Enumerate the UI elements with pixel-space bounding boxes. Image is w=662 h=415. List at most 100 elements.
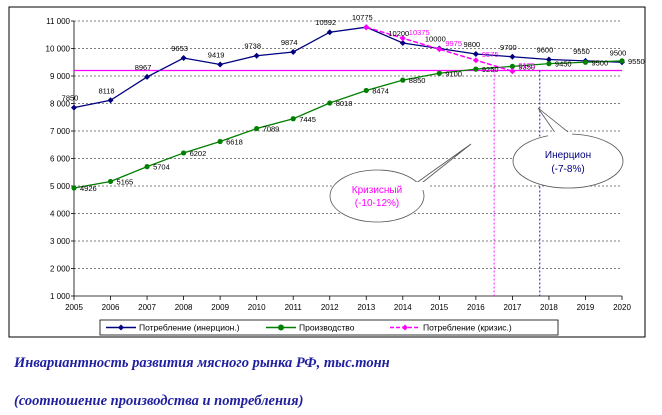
y-tick-label: 2 000 (50, 265, 71, 274)
caption-subtitle: (соотношение производства и потребления) (14, 393, 304, 409)
x-tick-label: 2007 (138, 303, 156, 312)
data-point (619, 58, 625, 64)
data-label: 10200 (388, 29, 409, 38)
callout-crisis-line1: Кризисный (352, 185, 402, 196)
data-point (181, 150, 187, 156)
data-point (253, 52, 260, 59)
legend-box (99, 319, 559, 336)
data-label: 10000 (425, 35, 446, 44)
data-label: 9419 (208, 50, 225, 59)
x-tick-label: 2010 (248, 303, 266, 312)
data-label: 8850 (409, 76, 426, 85)
x-tick-label: 2013 (357, 303, 375, 312)
data-point (217, 138, 223, 145)
data-label: 9100 (445, 69, 462, 78)
y-tick-label: 11 000 (46, 17, 70, 26)
data-label: 9874 (281, 38, 298, 47)
data-point (180, 55, 187, 62)
data-label: 9550 (573, 47, 590, 56)
data-point (436, 70, 442, 76)
y-tick-label: 3 000 (50, 237, 71, 246)
y-tick-label: 8 000 (50, 100, 71, 109)
data-label: 9575 (482, 50, 499, 59)
data-point (545, 56, 552, 63)
legend-label-consumption-crisis: Потребление (кризис.) (423, 323, 512, 333)
data-label: 8018 (336, 99, 353, 108)
callout-crisis-line2: (-10-12%) (355, 198, 399, 209)
data-point (363, 24, 370, 31)
legend-item-consumption-crisis: Потребление (кризис.) (390, 323, 512, 333)
data-label: 9738 (244, 42, 261, 51)
data-label: 7445 (299, 115, 316, 124)
data-point (144, 164, 150, 170)
legend-label-consumption-inertia: Потребление (инерцион.) (139, 323, 240, 333)
data-point (144, 73, 151, 80)
data-point (217, 61, 224, 68)
legend-diamond-icon (402, 324, 408, 331)
x-tick-label: 2008 (175, 303, 193, 312)
data-point (327, 100, 333, 106)
x-tick-label: 2014 (394, 303, 412, 312)
series-line-0 (73, 26, 623, 109)
y-tick-label: 6 000 (50, 155, 71, 164)
callout-inertia-line1: Инерцион (545, 150, 591, 161)
y-tick-label: 9 000 (50, 72, 71, 81)
x-tick-label: 2018 (540, 303, 558, 312)
callout-inertia-line2: (-7-8%) (551, 164, 584, 175)
data-point (107, 178, 114, 185)
series-line-1 (73, 60, 623, 189)
data-label: 7089 (263, 125, 280, 134)
y-tick-label: 5 000 (50, 182, 71, 191)
data-label: 8967 (135, 63, 152, 72)
data-point (254, 125, 260, 132)
chart: 1 000 2 000 3 000 4 000 5 000 6 000 7 000 8 000… (8, 6, 646, 340)
x-tick-label: 2006 (102, 303, 120, 312)
x-tick-label: 2005 (65, 303, 83, 312)
data-point (509, 68, 516, 75)
data-point (509, 63, 515, 69)
legend-item-production: Производство (266, 323, 355, 333)
data-label: 10375 (409, 28, 430, 37)
data-label: 9550 (628, 57, 645, 66)
data-label: 4926 (80, 184, 97, 193)
data-point (509, 53, 516, 60)
y-tick-label: 4 000 (50, 210, 71, 219)
data-point (71, 185, 77, 191)
callout-inertia: Инерцион (-7-8%) (512, 107, 624, 189)
x-tick-label: 2015 (430, 303, 448, 312)
series-layer (71, 24, 625, 191)
callout-crisis-ellipse (329, 169, 425, 223)
data-label: 8118 (98, 86, 114, 95)
x-tick-label: 2009 (211, 303, 229, 312)
data-point (107, 97, 114, 104)
x-tick-label: 2012 (321, 303, 339, 312)
data-label: 9350 (518, 62, 535, 71)
data-label: 6202 (190, 149, 207, 158)
data-label: 9600 (537, 46, 554, 55)
x-tick-label: 2020 (613, 303, 631, 312)
axis-layer: 1 000 2 000 3 000 4 000 5 000 6 000 7 000 8 000… (46, 17, 632, 312)
data-point (399, 40, 406, 46)
data-label: 9800 (464, 40, 481, 49)
legend-diamond-icon (118, 324, 124, 331)
data-point (400, 77, 406, 83)
data-point (546, 61, 552, 67)
data-label: 5704 (153, 163, 170, 172)
legend-circle-icon (278, 324, 284, 331)
data-label: 9653 (171, 44, 188, 53)
legend: Потребление (инерцион.) Производство Пот… (99, 319, 559, 336)
data-label: 10775 (352, 13, 373, 22)
callout-inertia-ellipse (512, 133, 624, 189)
caption-title: Инвариантность развития мясного рынка РФ… (14, 355, 390, 371)
data-label: 5165 (117, 177, 134, 186)
data-point (290, 116, 296, 122)
legend-item-consumption-inertia: Потребление (инерцион.) (106, 323, 240, 333)
data-label: 9450 (555, 60, 572, 69)
data-point (363, 87, 369, 94)
data-label: 9500 (591, 58, 608, 67)
data-point (290, 48, 297, 55)
chart-svg: 1 000 2 000 3 000 4 000 5 000 6 000 7 000 8 000… (8, 6, 646, 338)
legend-label-production: Производство (299, 323, 355, 333)
data-label: 9700 (500, 43, 517, 52)
y-tick-label: 7 000 (50, 127, 71, 136)
